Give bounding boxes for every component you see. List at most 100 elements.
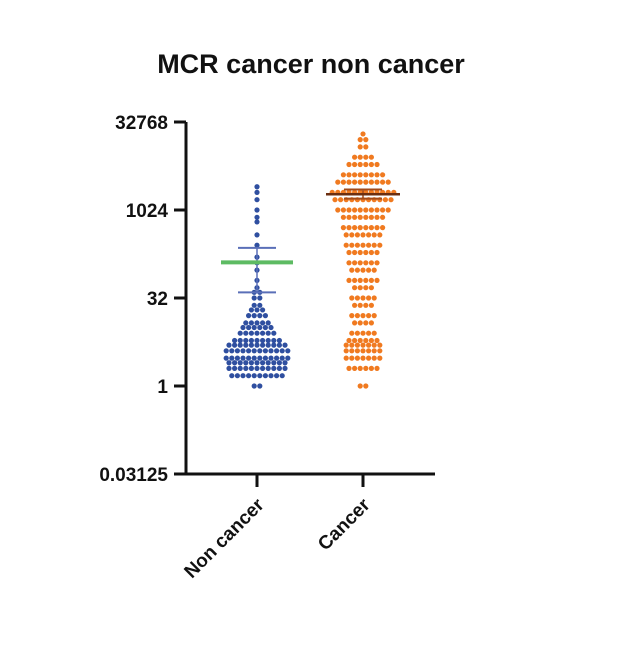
data-point bbox=[243, 365, 249, 371]
data-point bbox=[234, 348, 240, 354]
y-tick-label: 1024 bbox=[126, 201, 169, 222]
data-point bbox=[352, 214, 358, 220]
data-point bbox=[371, 348, 377, 354]
data-point bbox=[232, 337, 238, 344]
data-point bbox=[343, 342, 349, 348]
data-point bbox=[363, 207, 369, 213]
data-point bbox=[260, 320, 266, 326]
y-tick-label: 0.03125 bbox=[99, 465, 168, 486]
data-point bbox=[354, 348, 360, 354]
data-point bbox=[357, 320, 363, 326]
data-point bbox=[374, 172, 380, 178]
data-point bbox=[271, 360, 277, 366]
data-point bbox=[240, 355, 246, 361]
data-point bbox=[374, 179, 380, 185]
data-point bbox=[374, 249, 380, 256]
data-point bbox=[354, 267, 360, 273]
data-point bbox=[265, 360, 271, 366]
y-tick-label: 1 bbox=[157, 377, 168, 398]
data-point bbox=[363, 365, 369, 371]
data-point bbox=[343, 232, 349, 238]
data-point bbox=[229, 373, 235, 379]
data-point bbox=[385, 179, 391, 185]
data-point bbox=[276, 365, 282, 371]
data-point bbox=[223, 348, 229, 354]
data-point bbox=[352, 207, 358, 213]
x-category-label: Cancer bbox=[314, 494, 375, 555]
data-point bbox=[240, 348, 246, 354]
data-point bbox=[363, 260, 369, 266]
data-point bbox=[340, 172, 346, 178]
data-point bbox=[343, 355, 349, 361]
data-point bbox=[335, 207, 341, 213]
data-point bbox=[360, 342, 366, 348]
data-point bbox=[248, 307, 254, 313]
data-point bbox=[274, 373, 280, 379]
data-point bbox=[388, 197, 394, 203]
data-point bbox=[360, 295, 366, 301]
data-point bbox=[360, 348, 366, 354]
data-point bbox=[276, 342, 282, 348]
data-point bbox=[357, 179, 363, 185]
data-point bbox=[254, 197, 260, 203]
data-point bbox=[374, 260, 380, 266]
data-point bbox=[340, 179, 346, 185]
data-point bbox=[262, 313, 268, 319]
data-point bbox=[265, 337, 271, 344]
data-point bbox=[368, 161, 374, 168]
data-point bbox=[354, 313, 360, 319]
data-point bbox=[251, 348, 257, 354]
data-point bbox=[271, 330, 277, 336]
data-point bbox=[363, 172, 369, 178]
data-point bbox=[368, 320, 374, 326]
data-point bbox=[354, 232, 360, 238]
data-point bbox=[262, 373, 268, 379]
data-point bbox=[251, 383, 257, 389]
data-point bbox=[257, 383, 263, 389]
data-point bbox=[251, 313, 257, 319]
data-point bbox=[340, 225, 346, 231]
data-point bbox=[268, 355, 274, 361]
data-point bbox=[368, 214, 374, 220]
data-point bbox=[368, 154, 374, 160]
data-point bbox=[366, 330, 372, 336]
chart-title: MCR cancer non cancer bbox=[157, 49, 465, 79]
data-point bbox=[357, 161, 363, 168]
data-point bbox=[357, 383, 363, 389]
data-point bbox=[346, 225, 352, 231]
data-point bbox=[354, 342, 360, 348]
data-point bbox=[332, 197, 338, 203]
data-point bbox=[257, 295, 263, 301]
data-point bbox=[357, 172, 363, 178]
data-point bbox=[246, 324, 252, 331]
data-point bbox=[357, 207, 363, 213]
data-point bbox=[368, 277, 374, 283]
x-category-label: Non cancer bbox=[181, 494, 269, 582]
data-point bbox=[349, 295, 355, 301]
data-point bbox=[368, 365, 374, 371]
data-point bbox=[377, 348, 383, 354]
data-point bbox=[268, 348, 274, 354]
data-point bbox=[349, 242, 355, 248]
data-point bbox=[352, 172, 358, 178]
data-point bbox=[377, 232, 383, 238]
data-point bbox=[260, 360, 266, 366]
data-point bbox=[349, 232, 355, 238]
data-point bbox=[363, 285, 369, 291]
data-point bbox=[271, 365, 277, 371]
data-point bbox=[368, 179, 374, 185]
data-point bbox=[363, 302, 369, 308]
data-point bbox=[260, 342, 266, 348]
data-point bbox=[254, 214, 260, 220]
data-point bbox=[360, 131, 366, 137]
data-point bbox=[285, 355, 291, 361]
data-point bbox=[248, 365, 254, 371]
data-point bbox=[285, 348, 291, 354]
data-point bbox=[282, 342, 288, 348]
data-point bbox=[374, 207, 380, 213]
data-point bbox=[357, 277, 363, 283]
data-point bbox=[346, 179, 352, 185]
data-point bbox=[248, 330, 254, 336]
data-point bbox=[229, 355, 235, 361]
